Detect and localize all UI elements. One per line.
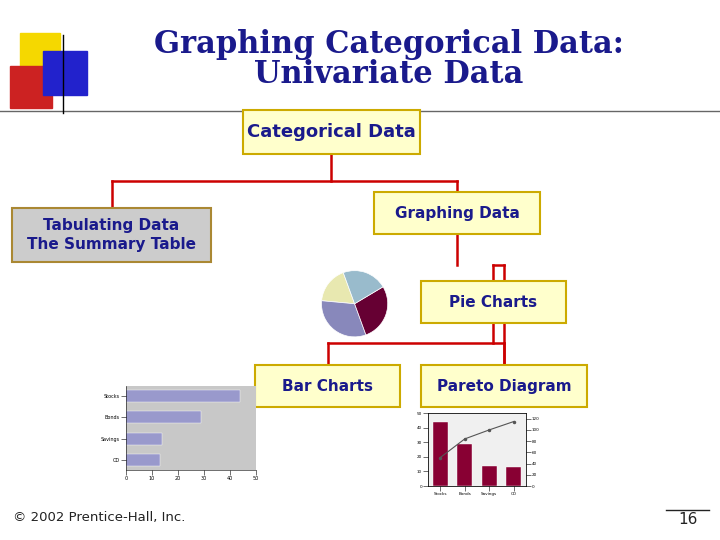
- FancyBboxPatch shape: [374, 192, 540, 234]
- Bar: [43, 51, 86, 94]
- Bar: [126, 411, 201, 423]
- FancyBboxPatch shape: [420, 281, 566, 323]
- Bar: [10, 66, 52, 108]
- Text: Bar Charts: Bar Charts: [282, 379, 373, 394]
- Wedge shape: [322, 301, 366, 337]
- FancyBboxPatch shape: [420, 365, 588, 407]
- Wedge shape: [343, 271, 383, 304]
- Wedge shape: [355, 287, 387, 335]
- Text: Pie Charts: Pie Charts: [449, 295, 537, 310]
- Text: Tabulating Data
The Summary Table: Tabulating Data The Summary Table: [27, 218, 196, 252]
- Bar: [126, 433, 162, 444]
- Text: Graphing Data: Graphing Data: [395, 206, 520, 221]
- Text: Graphing Categorical Data:: Graphing Categorical Data:: [154, 29, 624, 60]
- Bar: [126, 454, 160, 466]
- Text: Categorical Data: Categorical Data: [247, 123, 415, 141]
- FancyBboxPatch shape: [12, 208, 211, 262]
- Text: © 2002 Prentice-Hall, Inc.: © 2002 Prentice-Hall, Inc.: [13, 511, 185, 524]
- FancyBboxPatch shape: [243, 111, 420, 154]
- Bar: [457, 444, 472, 486]
- Text: Univariate Data: Univariate Data: [254, 59, 523, 90]
- Bar: [506, 467, 521, 486]
- FancyBboxPatch shape: [256, 365, 400, 407]
- Bar: [126, 390, 240, 402]
- Bar: [433, 422, 448, 486]
- Bar: [20, 33, 60, 73]
- Bar: [482, 465, 497, 486]
- Wedge shape: [322, 273, 355, 304]
- Text: Pareto Diagram: Pareto Diagram: [437, 379, 571, 394]
- Text: 16: 16: [678, 512, 697, 527]
